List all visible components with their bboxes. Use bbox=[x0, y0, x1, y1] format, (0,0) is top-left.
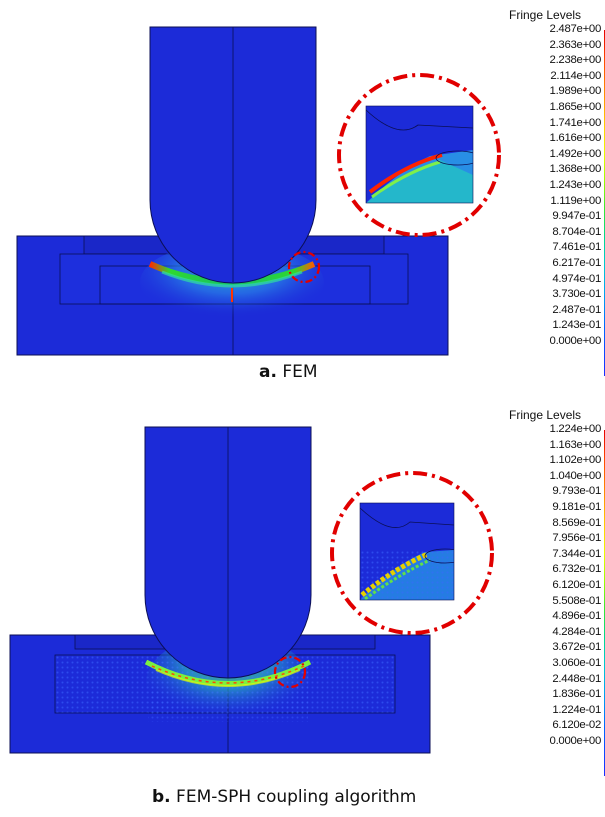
legend-level-label: 1.102e+00 bbox=[549, 454, 602, 467]
legend-level-label: 4.284e-01 bbox=[552, 625, 601, 638]
zoom-detail bbox=[366, 106, 473, 203]
legend-level-label: 1.492e+00 bbox=[549, 147, 602, 160]
caption-a: a. FEM bbox=[259, 362, 318, 382]
legend-level-label: 1.741e+00 bbox=[549, 116, 602, 129]
fem-sph-simulation-image bbox=[9, 426, 494, 754]
legend-level-label: 2.238e+00 bbox=[549, 54, 602, 67]
legend-level-label: 7.461e-01 bbox=[552, 241, 601, 254]
legend-level-label: 1.040e+00 bbox=[549, 469, 602, 482]
legend-level-label: 7.344e-01 bbox=[552, 547, 601, 560]
caption-b: b. FEM-SPH coupling algorithm bbox=[152, 787, 416, 807]
legend-level-label: 9.947e-01 bbox=[552, 210, 601, 223]
legend-level-label: 6.732e-01 bbox=[552, 563, 601, 576]
legend-level-label: 1.243e-01 bbox=[552, 319, 601, 332]
caption-prefix: a. bbox=[259, 362, 277, 382]
caption-text: FEM bbox=[282, 362, 318, 382]
legend-level-label: 7.956e-01 bbox=[552, 532, 601, 545]
highlight-circle-small bbox=[273, 655, 307, 689]
legend-title: Fringe Levels bbox=[509, 8, 582, 22]
legend-level-label: 1.224e+00 bbox=[549, 423, 602, 435]
legend-level-label: 1.163e+00 bbox=[549, 438, 602, 451]
legend-level-label: 2.487e+00 bbox=[549, 23, 602, 35]
panel-fem-sph: Fringe Levels 1.224e+00 1.163e+00 1.102e… bbox=[0, 400, 605, 807]
legend-level-label: 4.896e-01 bbox=[552, 610, 601, 623]
legend-level-label: 1.224e-01 bbox=[552, 703, 601, 716]
highlight-circle-small bbox=[287, 250, 321, 284]
legend-level-label: 1.243e+00 bbox=[549, 178, 602, 191]
legend-level-label: 9.181e-01 bbox=[552, 500, 601, 513]
legend-level-label: 5.508e-01 bbox=[552, 594, 601, 607]
legend-level-label: 1.368e+00 bbox=[549, 163, 602, 176]
fringe-legend: Fringe Levels 2.487e+00 2.363e+00 2.238e… bbox=[509, 0, 605, 385]
legend-level-label: 0.000e+00 bbox=[549, 334, 602, 347]
fringe-legend: Fringe Levels 1.224e+00 1.163e+00 1.102e… bbox=[509, 400, 605, 785]
legend-level-label: 3.060e-01 bbox=[552, 656, 601, 669]
legend-level-label: 8.704e-01 bbox=[552, 225, 601, 238]
legend-level-label: 1.989e+00 bbox=[549, 85, 602, 98]
legend-level-label: 2.114e+00 bbox=[550, 69, 601, 82]
legend-level-label: 8.569e-01 bbox=[552, 516, 601, 529]
legend-level-label: 6.217e-01 bbox=[552, 256, 601, 269]
legend-level-label: 0.000e+00 bbox=[549, 734, 602, 747]
legend-level-label: 1.616e+00 bbox=[549, 132, 602, 145]
legend-level-label: 1.865e+00 bbox=[549, 100, 602, 113]
legend-level-label: 4.974e-01 bbox=[552, 272, 601, 285]
caption-text: FEM-SPH coupling algorithm bbox=[176, 787, 417, 807]
fem-simulation-image bbox=[16, 26, 501, 356]
legend-level-label: 9.793e-01 bbox=[552, 485, 601, 498]
panel-fem: Fringe Levels 2.487e+00 2.363e+00 2.238e… bbox=[0, 0, 605, 385]
legend-level-label: 3.672e-01 bbox=[552, 641, 601, 654]
zoom-detail bbox=[360, 503, 454, 600]
legend-level-label: 6.120e-01 bbox=[552, 578, 601, 591]
legend-level-label: 1.119e+00 bbox=[550, 194, 601, 207]
legend-level-label: 1.836e-01 bbox=[552, 688, 601, 701]
legend-level-label: 3.730e-01 bbox=[552, 288, 601, 301]
legend-level-label: 2.448e-01 bbox=[552, 672, 601, 685]
legend-title: Fringe Levels bbox=[509, 408, 582, 422]
legend-level-label: 6.120e-02 bbox=[552, 719, 601, 732]
legend-level-label: 2.487e-01 bbox=[552, 303, 601, 316]
legend-level-label: 2.363e+00 bbox=[549, 38, 602, 51]
caption-prefix: b. bbox=[152, 787, 171, 807]
